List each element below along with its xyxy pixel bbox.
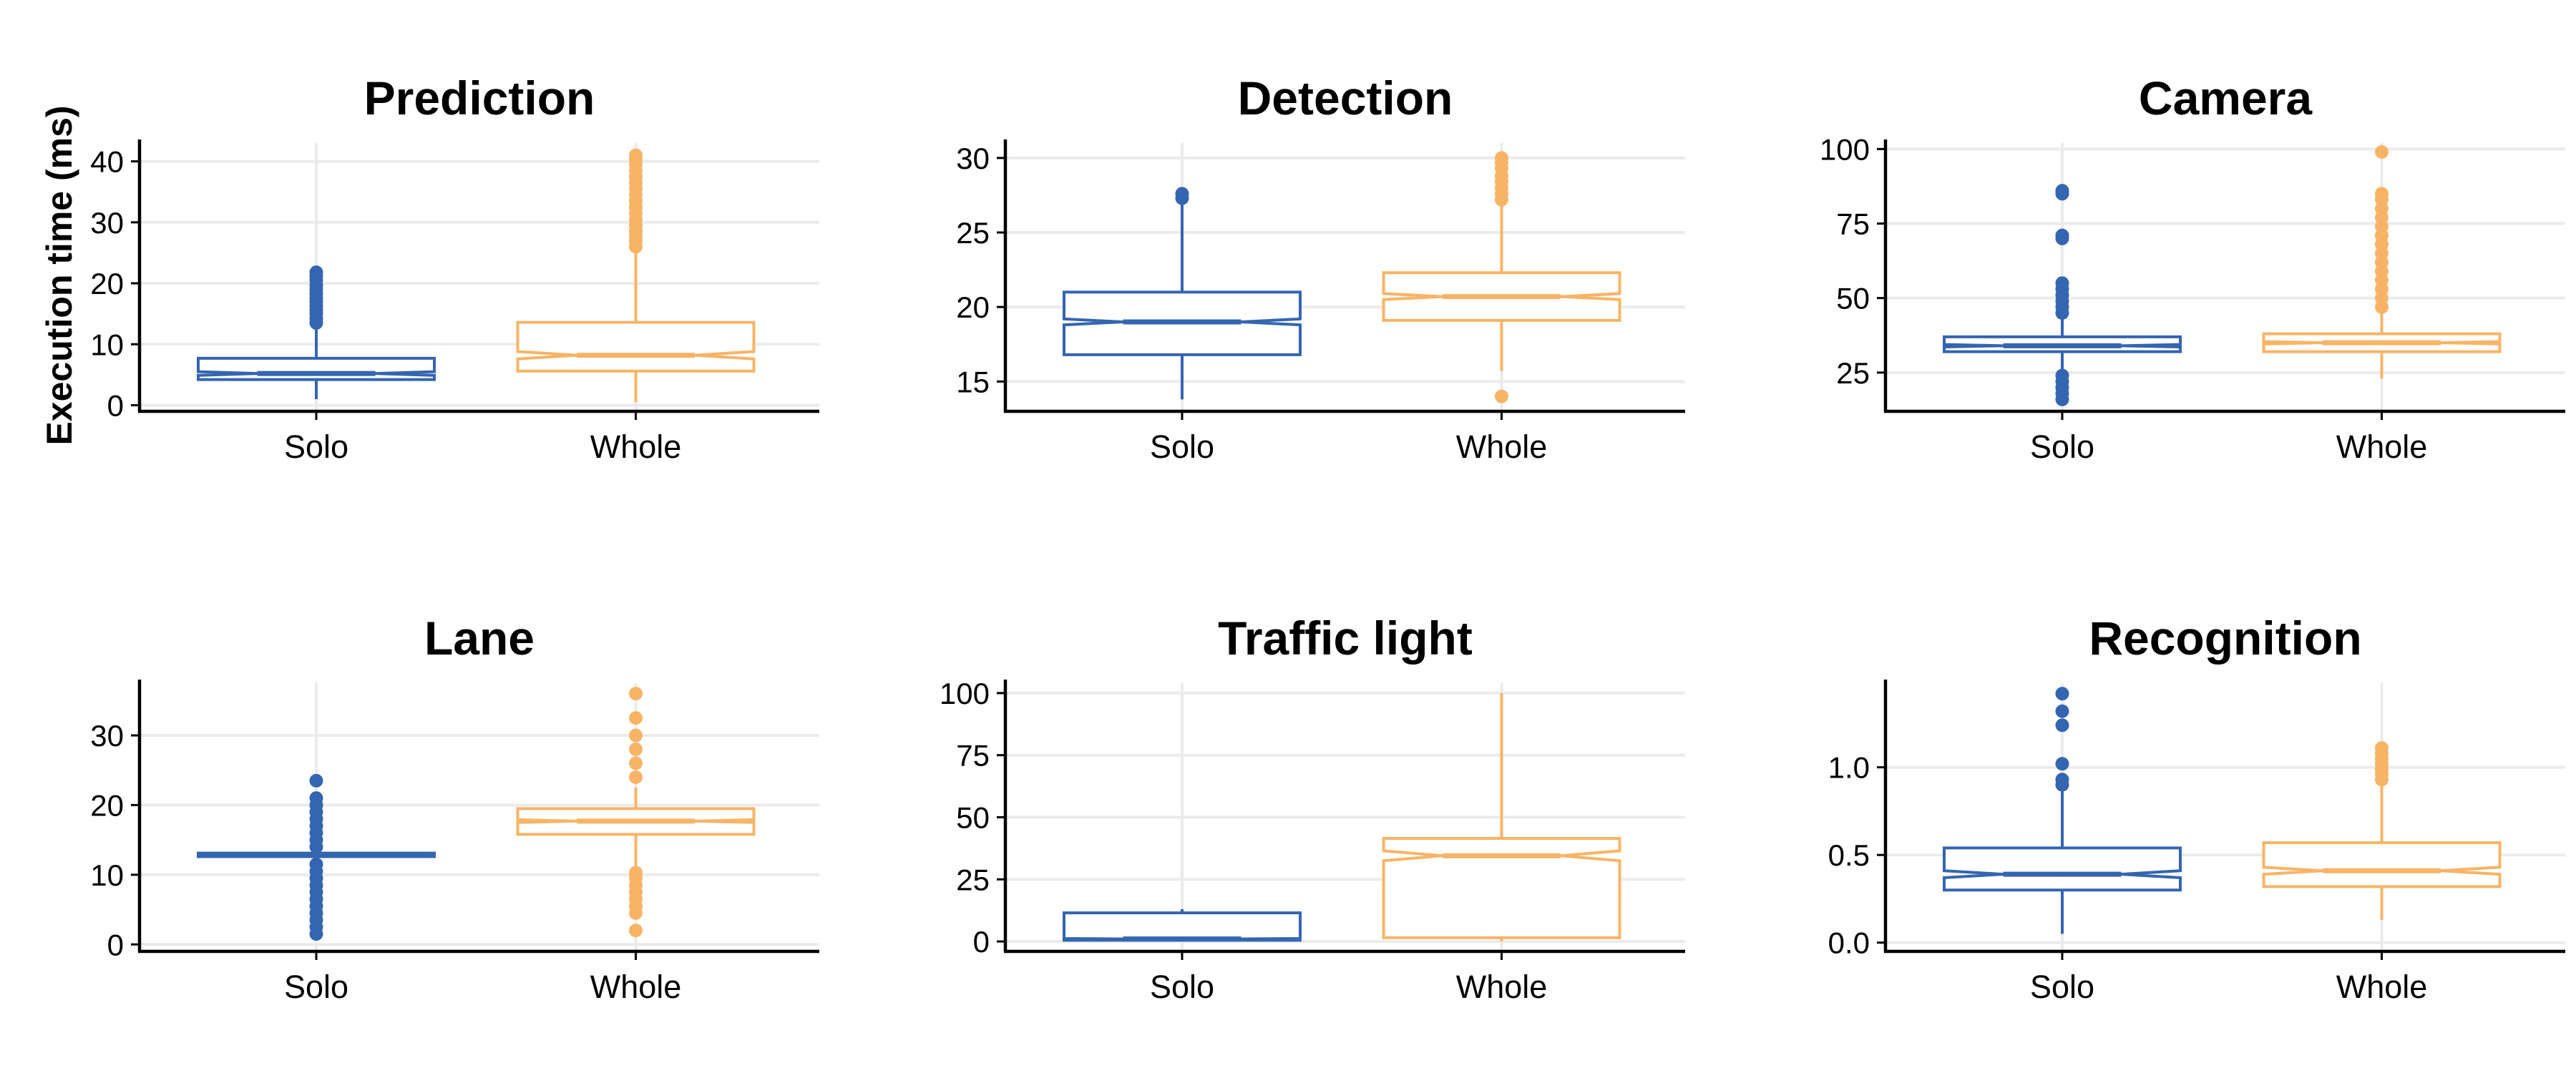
outlier-point	[2055, 757, 2069, 771]
y-tick-label: 0	[107, 928, 124, 961]
outlier-point	[1175, 187, 1189, 201]
panel-traffic-light: 0 25 50 75 100 Solo Whole Traffic light	[940, 612, 1685, 1005]
outlier-point	[629, 728, 643, 743]
y-tick-label: 20	[956, 290, 990, 324]
outlier-point	[2055, 773, 2069, 787]
x-tick-label-solo: Solo	[2030, 428, 2094, 465]
y-tick-label: 40	[90, 145, 124, 179]
x-tick-label-whole: Whole	[2336, 428, 2428, 465]
box-whole	[2262, 741, 2502, 920]
x-tick-label-solo: Solo	[1150, 428, 1214, 465]
box-body	[1382, 837, 1621, 939]
outlier-point	[2055, 704, 2069, 718]
outlier-point	[2375, 145, 2389, 159]
y-tick-label: 20	[90, 267, 124, 300]
panel-detection: 15 20 25 30 Solo Whole Detection	[956, 72, 1685, 465]
y-tick-label: 30	[956, 142, 990, 175]
outlier-point	[2055, 368, 2069, 383]
y-tick-label: 25	[956, 216, 990, 250]
outlier-point	[629, 711, 643, 725]
outlier-point	[309, 773, 323, 788]
x-tick-label-whole: Whole	[1456, 428, 1548, 465]
outlier-point	[2055, 718, 2069, 733]
outlier-point	[629, 770, 643, 784]
panel-title: Detection	[1238, 72, 1453, 124]
y-tick-label: 10	[90, 328, 124, 361]
panel-title: Lane	[424, 612, 535, 665]
x-tick-label-whole: Whole	[1456, 969, 1548, 1005]
y-tick-label: 50	[1836, 282, 1870, 315]
panel-camera: 25 50 75 100 Solo Whole Camera	[1820, 72, 2565, 465]
panel-prediction: 0 10 20 30 40 Solo Whole Prediction	[90, 72, 819, 465]
box-solo	[1063, 187, 1302, 400]
y-axis-label: Execution time (ms)	[39, 105, 79, 445]
outlier-point	[629, 866, 643, 880]
box-solo	[197, 773, 436, 941]
y-tick-label: 10	[90, 858, 124, 892]
x-tick-label-solo: Solo	[284, 428, 348, 465]
x-tick-label-whole: Whole	[590, 428, 682, 465]
y-tick-label: 30	[90, 206, 124, 240]
outlier-point	[1495, 389, 1508, 403]
y-tick-label: 0.0	[1828, 926, 1870, 960]
panel-title: Camera	[2139, 72, 2313, 124]
box-body	[197, 356, 436, 381]
outlier-point	[2375, 187, 2389, 201]
y-tick-label: 50	[956, 801, 990, 835]
box-solo	[197, 265, 436, 399]
outlier-point	[2055, 184, 2069, 198]
outlier-point	[629, 743, 643, 757]
outlier-point	[309, 791, 323, 805]
outlier-point	[2055, 687, 2069, 701]
panel-title: Recognition	[2089, 612, 2361, 665]
box-whole	[1382, 151, 1621, 403]
y-tick-label: 25	[956, 863, 990, 896]
x-tick-label-whole: Whole	[2336, 969, 2428, 1005]
y-tick-label: 100	[1820, 132, 1870, 166]
outlier-point	[2055, 276, 2069, 290]
y-tick-label: 75	[1836, 207, 1870, 241]
y-tick-label: 20	[90, 788, 124, 822]
y-tick-label: 0	[973, 925, 990, 959]
outlier-point	[629, 148, 643, 162]
outlier-point	[629, 687, 643, 701]
x-tick-label-solo: Solo	[284, 969, 348, 1005]
y-tick-label: 75	[956, 739, 990, 773]
box-body	[2262, 841, 2502, 888]
y-tick-label: 0	[107, 388, 124, 422]
y-tick-label: 0.5	[1828, 838, 1870, 872]
box-whole	[516, 687, 756, 938]
box-whole	[1382, 692, 1621, 942]
panel-title: Traffic light	[1218, 612, 1473, 665]
outlier-point	[1495, 151, 1508, 165]
y-tick-label: 15	[956, 365, 990, 398]
y-tick-label: 30	[90, 719, 124, 753]
outlier-point	[309, 857, 323, 871]
y-tick-label: 25	[1836, 356, 1870, 390]
y-tick-label: 100	[940, 677, 990, 710]
box-whole	[2262, 145, 2502, 379]
box-body	[1943, 846, 2182, 892]
x-tick-label-solo: Solo	[2030, 969, 2094, 1005]
outlier-point	[2375, 741, 2389, 755]
box-body	[1063, 911, 1302, 942]
outlier-point	[309, 265, 323, 280]
panel-lane: 0 10 20 30 Solo Whole Lane	[90, 612, 819, 1005]
outlier-point	[629, 923, 643, 938]
outlier-point	[629, 756, 643, 770]
box-solo	[1063, 908, 1302, 942]
y-tick-label: 1.0	[1828, 751, 1870, 785]
box-solo	[1943, 687, 2182, 934]
box-solo	[1943, 184, 2182, 406]
x-tick-label-solo: Solo	[1150, 969, 1214, 1005]
outlier-point	[2055, 228, 2069, 242]
panel-title: Prediction	[364, 72, 595, 124]
box-whole	[516, 148, 756, 403]
panel-recognition: 0.0 0.5 1.0 Solo Whole Recognition	[1828, 612, 2565, 1005]
box-body	[516, 320, 756, 373]
x-tick-label-whole: Whole	[590, 969, 682, 1005]
